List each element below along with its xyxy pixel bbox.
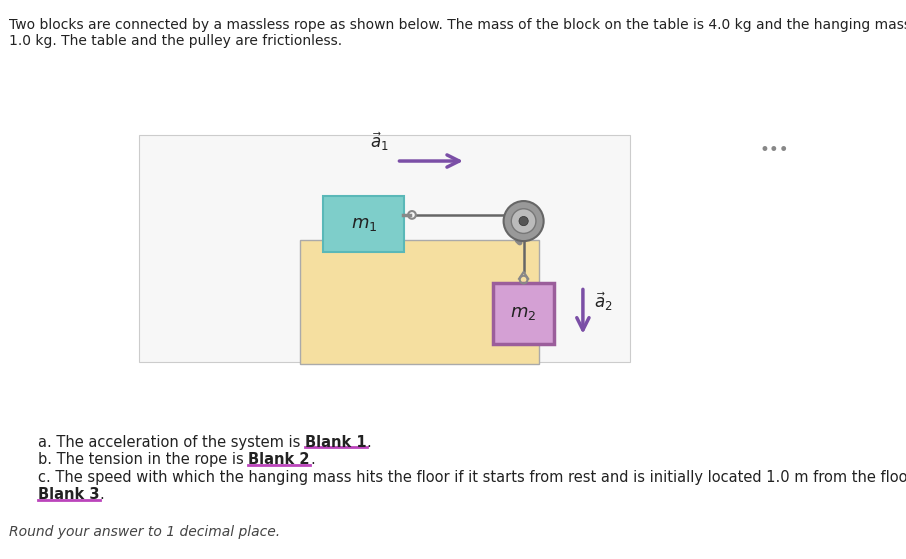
Bar xyxy=(323,196,404,252)
Text: $\vec{a}_2$: $\vec{a}_2$ xyxy=(593,290,612,313)
Text: .: . xyxy=(367,435,371,450)
Circle shape xyxy=(504,201,544,241)
Text: Two blocks are connected by a massless rope as shown below. The mass of the bloc: Two blocks are connected by a massless r… xyxy=(9,18,906,32)
Bar xyxy=(139,135,630,362)
Circle shape xyxy=(519,216,528,226)
Text: Round your answer to 1 decimal place.: Round your answer to 1 decimal place. xyxy=(9,525,280,539)
Circle shape xyxy=(511,209,536,234)
Text: $m_2$: $m_2$ xyxy=(510,305,536,323)
Text: •••: ••• xyxy=(759,141,789,159)
Text: $m_1$: $m_1$ xyxy=(351,215,377,233)
Text: $\vec{a}_1$: $\vec{a}_1$ xyxy=(371,131,389,153)
Text: Blank 2: Blank 2 xyxy=(248,452,310,467)
Text: .: . xyxy=(100,487,104,503)
Bar xyxy=(300,240,539,363)
Bar xyxy=(493,283,554,344)
Text: Blank 1: Blank 1 xyxy=(305,435,367,450)
Text: Blank 3: Blank 3 xyxy=(38,487,100,503)
Text: a. The acceleration of the system is: a. The acceleration of the system is xyxy=(38,435,305,450)
Text: b. The tension in the rope is: b. The tension in the rope is xyxy=(38,452,248,467)
Text: 1.0 kg. The table and the pulley are frictionless.: 1.0 kg. The table and the pulley are fri… xyxy=(9,34,342,48)
Text: c. The speed with which the hanging mass hits the floor if it starts from rest a: c. The speed with which the hanging mass… xyxy=(38,470,906,485)
Text: .: . xyxy=(310,452,314,467)
